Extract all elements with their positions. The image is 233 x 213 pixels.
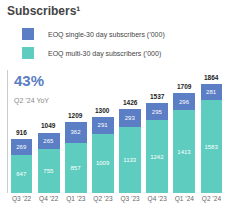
svg-text:Q4 ’22: Q4 ’22 [39, 195, 59, 203]
svg-text:1009: 1009 [96, 160, 110, 166]
svg-text:916: 916 [16, 129, 27, 136]
svg-text:Q2 ’24 YoY: Q2 ’24 YoY [14, 97, 49, 105]
svg-text:1133: 1133 [123, 157, 137, 163]
svg-text:857: 857 [70, 165, 81, 171]
svg-text:Subscribers¹: Subscribers¹ [7, 4, 80, 18]
svg-text:1583: 1583 [204, 144, 218, 150]
svg-text:Q3 ’23: Q3 ’23 [120, 195, 140, 203]
svg-text:1864: 1864 [204, 74, 219, 81]
svg-text:Q1 ’23: Q1 ’23 [66, 195, 86, 203]
svg-text:1709: 1709 [177, 83, 192, 90]
svg-text:Q2 ’23: Q2 ’23 [93, 195, 113, 203]
svg-text:1209: 1209 [68, 112, 83, 119]
svg-text:Q3 ’22: Q3 ’22 [12, 195, 32, 203]
svg-text:1426: 1426 [123, 99, 138, 106]
svg-text:1242: 1242 [150, 154, 164, 160]
svg-text:1537: 1537 [150, 93, 165, 100]
svg-text:296: 296 [179, 99, 190, 105]
svg-text:265: 265 [43, 138, 54, 144]
svg-text:Q4 ’23: Q4 ’23 [148, 195, 168, 203]
svg-text:362: 362 [70, 129, 81, 135]
svg-text:269: 269 [16, 144, 27, 150]
svg-text:755: 755 [43, 168, 54, 174]
svg-text:647: 647 [16, 171, 27, 177]
svg-text:281: 281 [206, 89, 217, 95]
svg-text:Q2 ’24: Q2 ’24 [202, 195, 222, 203]
svg-text:43%: 43% [14, 72, 44, 89]
svg-text:1300: 1300 [95, 107, 110, 114]
svg-text:295: 295 [152, 109, 163, 115]
svg-text:1049: 1049 [41, 122, 56, 129]
svg-text:291: 291 [98, 122, 109, 128]
svg-text:EOQ multi-30 day subscribers (: EOQ multi-30 day subscribers (’000) [48, 50, 161, 58]
svg-text:293: 293 [125, 115, 136, 121]
svg-text:Q1 ’24: Q1 ’24 [175, 195, 195, 203]
svg-text:1413: 1413 [177, 149, 191, 155]
svg-text:EOQ single-30 day subscribers: EOQ single-30 day subscribers (’000) [48, 31, 165, 39]
